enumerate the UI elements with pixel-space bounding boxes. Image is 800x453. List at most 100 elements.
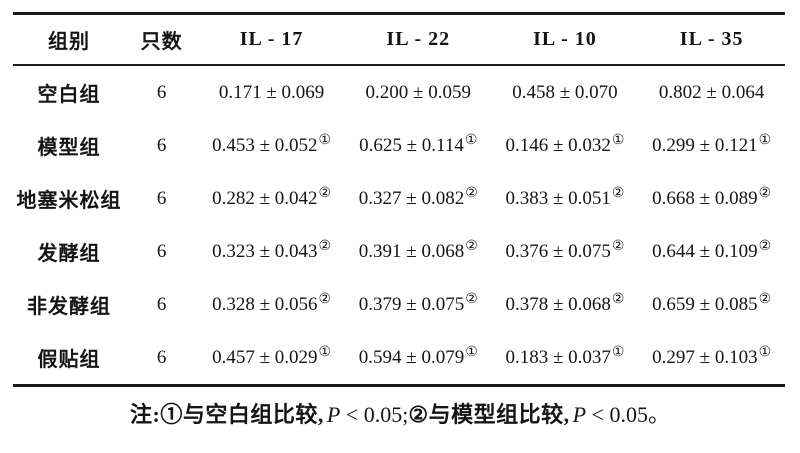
significance-mark: ① bbox=[464, 132, 478, 148]
value-cell: 0.625 ± 0.114① bbox=[345, 119, 492, 172]
group-cell: 模型组 bbox=[37, 137, 101, 159]
table-footnote: 注:①与空白组比较, P < 0.05;②与模型组比较, P < 0.05。 bbox=[0, 398, 800, 432]
count-cell: 6 bbox=[156, 240, 167, 262]
value-text: 0.453 ± 0.052 bbox=[212, 134, 318, 156]
value-cell: 0.457 ± 0.029① bbox=[198, 331, 345, 386]
value-text: 0.391 ± 0.068 bbox=[358, 240, 465, 262]
value-cell: 0.376 ± 0.075② bbox=[492, 225, 639, 278]
group-cell: 非发酵组 bbox=[26, 296, 111, 318]
value-text: 0.379 ± 0.075 bbox=[358, 293, 465, 315]
significance-mark: ① bbox=[758, 344, 772, 360]
footnote-segment: P bbox=[326, 402, 341, 427]
column-header-2: IL - 17 bbox=[239, 28, 304, 50]
footnote-segment: 注:①与空白组比较, bbox=[130, 402, 324, 427]
count-cell: 6 bbox=[156, 81, 167, 103]
column-header-5: IL - 35 bbox=[679, 28, 744, 50]
value-text: 0.625 ± 0.114 bbox=[359, 134, 464, 156]
results-table: 组别 只数 IL - 17 IL - 22 IL - 10 IL - 35 空白组 6 0.1… bbox=[13, 12, 785, 387]
value-cell: 0.183 ± 0.037① bbox=[492, 331, 639, 386]
significance-mark: ② bbox=[318, 238, 332, 254]
significance-mark: ① bbox=[611, 132, 625, 148]
group-cell: 假贴组 bbox=[37, 349, 101, 371]
significance-mark: ② bbox=[465, 291, 478, 307]
footnote-segment: < 0.05; bbox=[340, 402, 409, 427]
footnote-segment: P bbox=[572, 402, 587, 427]
significance-mark: ① bbox=[465, 344, 478, 360]
value-text: 0.282 ± 0.042 bbox=[212, 187, 318, 209]
value-text: 0.659 ± 0.085 bbox=[652, 293, 758, 315]
significance-mark: ② bbox=[318, 291, 332, 307]
value-text: 0.328 ± 0.056 bbox=[212, 293, 318, 315]
count-cell: 6 bbox=[156, 134, 167, 156]
value-text: 0.323 ± 0.043 bbox=[212, 240, 318, 262]
significance-mark: ② bbox=[611, 185, 625, 201]
value-text: 0.378 ± 0.068 bbox=[505, 293, 611, 315]
value-cell: 0.378 ± 0.068② bbox=[492, 278, 639, 331]
value-cell: 0.297 ± 0.103① bbox=[638, 331, 785, 386]
value-cell: 0.200 ± 0.059 bbox=[345, 65, 492, 119]
value-cell: 0.802 ± 0.064 bbox=[638, 65, 785, 119]
value-cell: 0.146 ± 0.032① bbox=[492, 119, 639, 172]
table-row: 模型组 6 0.453 ± 0.052① 0.625 ± 0.114① 0.146 ± … bbox=[13, 119, 785, 172]
value-cell: 0.659 ± 0.085② bbox=[638, 278, 785, 331]
count-cell: 6 bbox=[156, 293, 167, 315]
value-cell: 0.594 ± 0.079① bbox=[345, 331, 492, 386]
significance-mark: ② bbox=[611, 291, 625, 307]
header-row: 组别 只数 IL - 17 IL - 22 IL - 10 IL - 35 bbox=[13, 14, 785, 65]
value-cell: 0.171 ± 0.069 bbox=[198, 65, 345, 119]
value-text: 0.383 ± 0.051 bbox=[505, 187, 611, 209]
significance-mark: ② bbox=[318, 185, 332, 201]
value-cell: 0.668 ± 0.089② bbox=[638, 172, 785, 225]
table-row: 非发酵组 6 0.328 ± 0.056② 0.379 ± 0.075② 0.378 ±… bbox=[13, 278, 785, 331]
value-text: 0.458 ± 0.070 bbox=[512, 81, 618, 103]
count-cell: 6 bbox=[156, 346, 167, 368]
table-body: 空白组 6 0.171 ± 0.069 0.200 ± 0.059 0.458 ± 0.… bbox=[13, 65, 785, 386]
value-text: 0.146 ± 0.032 bbox=[505, 134, 611, 156]
column-header-3: IL - 22 bbox=[386, 28, 451, 50]
value-cell: 0.282 ± 0.042② bbox=[198, 172, 345, 225]
table-row: 地塞米松组 6 0.282 ± 0.042② 0.327 ± 0.082② 0.383 … bbox=[13, 172, 785, 225]
value-text: 0.644 ± 0.109 bbox=[652, 240, 758, 262]
value-text: 0.802 ± 0.064 bbox=[658, 81, 765, 103]
value-text: 0.200 ± 0.059 bbox=[365, 81, 471, 103]
value-text: 0.594 ± 0.079 bbox=[358, 346, 465, 368]
value-cell: 0.458 ± 0.070 bbox=[492, 65, 639, 119]
table-row: 空白组 6 0.171 ± 0.069 0.200 ± 0.059 0.458 ± 0.… bbox=[13, 65, 785, 119]
significance-mark: ② bbox=[465, 238, 478, 254]
value-cell: 0.391 ± 0.068② bbox=[345, 225, 492, 278]
group-cell: 空白组 bbox=[37, 84, 101, 106]
value-cell: 0.328 ± 0.056② bbox=[198, 278, 345, 331]
significance-mark: ② bbox=[758, 291, 772, 307]
column-header-1: 只数 bbox=[140, 31, 183, 53]
value-text: 0.457 ± 0.029 bbox=[212, 346, 318, 368]
column-header-4: IL - 10 bbox=[533, 28, 597, 50]
significance-mark: ① bbox=[318, 344, 332, 360]
value-text: 0.183 ± 0.037 bbox=[505, 346, 611, 368]
count-cell: 6 bbox=[156, 187, 167, 209]
table-row: 发酵组 6 0.323 ± 0.043② 0.391 ± 0.068② 0.376 ± … bbox=[13, 225, 785, 278]
value-text: 0.299 ± 0.121 bbox=[652, 134, 758, 156]
significance-mark: ② bbox=[611, 238, 625, 254]
value-text: 0.171 ± 0.069 bbox=[218, 81, 325, 103]
significance-mark: ② bbox=[758, 185, 772, 201]
footnote-segment: ②与模型组比较, bbox=[408, 402, 570, 427]
value-cell: 0.453 ± 0.052① bbox=[198, 119, 345, 172]
group-cell: 发酵组 bbox=[37, 243, 101, 265]
table-header: 组别 只数 IL - 17 IL - 22 IL - 10 IL - 35 bbox=[13, 14, 785, 65]
group-cell: 地塞米松组 bbox=[16, 190, 122, 212]
value-text: 0.327 ± 0.082 bbox=[358, 187, 465, 209]
significance-mark: ① bbox=[758, 132, 772, 148]
value-text: 0.297 ± 0.103 bbox=[652, 346, 758, 368]
significance-mark: ② bbox=[758, 238, 772, 254]
footnote-segment: < 0.05。 bbox=[586, 402, 670, 427]
value-text: 0.668 ± 0.089 bbox=[652, 187, 758, 209]
significance-mark: ① bbox=[611, 344, 625, 360]
value-text: 0.376 ± 0.075 bbox=[505, 240, 611, 262]
value-cell: 0.379 ± 0.075② bbox=[345, 278, 492, 331]
significance-mark: ② bbox=[465, 185, 478, 201]
value-cell: 0.383 ± 0.051② bbox=[492, 172, 639, 225]
table-row: 假贴组 6 0.457 ± 0.029① 0.594 ± 0.079① 0.183 ± … bbox=[13, 331, 785, 386]
significance-mark: ① bbox=[318, 132, 332, 148]
column-header-0: 组别 bbox=[47, 31, 90, 53]
